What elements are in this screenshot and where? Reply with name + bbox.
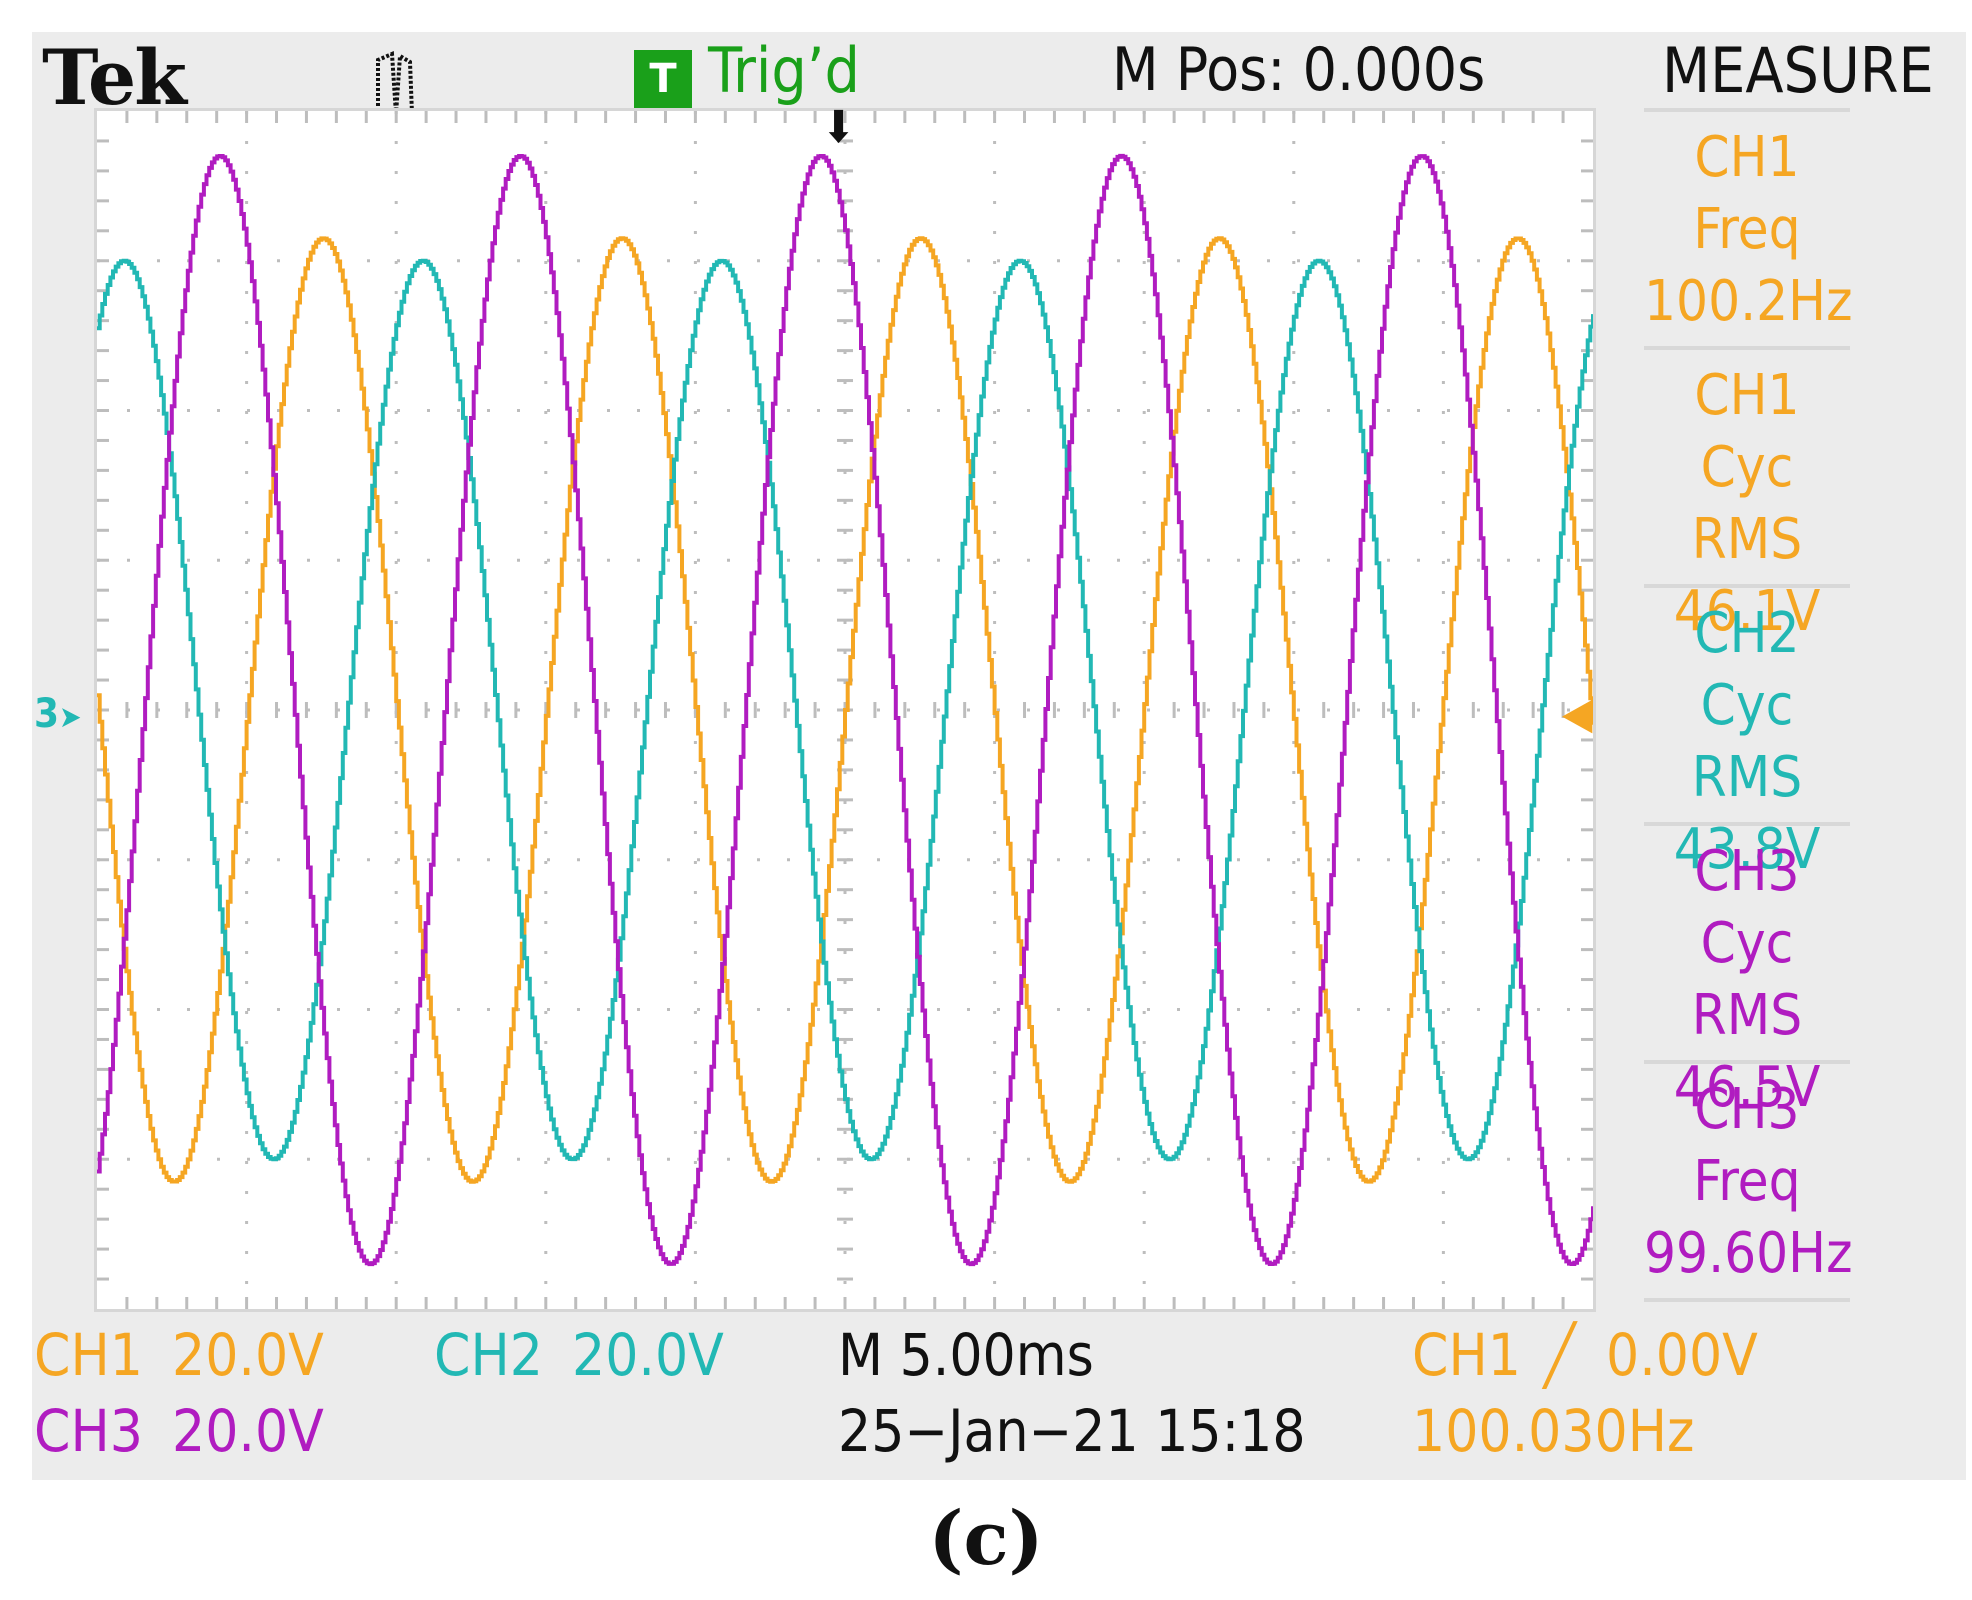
trigger-frequency: 100.030Hz (1412, 1397, 1695, 1465)
measure-box-ch2-rms[interactable]: CH2 Cyc RMS 43.8V (1644, 598, 1850, 886)
measure-source: CH3 (1694, 839, 1800, 904)
measure-value: 46.5V (1673, 1055, 1821, 1120)
measure-box-ch1-rms[interactable]: CH1 Cyc RMS 46.1V (1644, 360, 1850, 648)
figure-caption: (c) (0, 1496, 1972, 1582)
graticule (94, 108, 1596, 1312)
waveform-plot (97, 111, 1593, 1309)
ch1-label: CH1 (34, 1321, 143, 1389)
channel-ground-marker: 3➤ (34, 694, 82, 734)
measure-source: CH1 (1694, 363, 1800, 428)
trigger-badge: T (634, 50, 692, 108)
measure-source: CH1 (1694, 125, 1800, 190)
measure-divider (1644, 1298, 1850, 1302)
measure-divider (1644, 108, 1850, 112)
measure-value: 100.2Hz (1644, 269, 1853, 334)
measure-menu-title[interactable]: MEASURE (1662, 34, 1934, 107)
ch2-scale: 20.0V (572, 1321, 724, 1389)
ch3-scale: 20.0V (172, 1397, 324, 1465)
measure-divider (1644, 346, 1850, 350)
arrow-left-icon: ◀ (1562, 688, 1593, 739)
trigger-level: 0.00V (1606, 1321, 1758, 1389)
trigger-source: CH1 (1412, 1321, 1521, 1389)
trigger-status: Trig’d (708, 34, 860, 107)
oscilloscope-screen: Tek T Trig’d M Pos: 0.000s MEASURE CH1 F… (32, 32, 1966, 1480)
measure-type: Cyc RMS (1691, 435, 1803, 572)
trace-ch1 (97, 236, 1593, 1184)
measure-source: CH2 (1694, 601, 1800, 666)
caption-text: (c) (928, 1496, 1044, 1582)
ground-marker-label: 3 (34, 691, 60, 737)
measure-box-ch3-freq[interactable]: CH3 Freq 99.60Hz (1644, 1074, 1853, 1290)
arrow-right-icon: ➤ (59, 700, 82, 735)
ch3-label: CH3 (34, 1397, 143, 1465)
measure-divider (1644, 584, 1850, 588)
measure-divider (1644, 822, 1850, 826)
ch2-label: CH2 (434, 1321, 543, 1389)
trigger-slope-icon: ╱ (1544, 1321, 1576, 1389)
measure-value: 99.60Hz (1644, 1221, 1853, 1286)
trace-ch2 (97, 258, 1593, 1162)
timebase: M 5.00ms (838, 1321, 1094, 1389)
trigger-level-marker: ◀ (1562, 692, 1592, 736)
arrow-down-icon: ⬇ (822, 102, 856, 153)
measure-type: Cyc RMS (1691, 911, 1803, 1048)
measure-box-ch3-rms[interactable]: CH3 Cyc RMS 46.5V (1644, 836, 1850, 1124)
horizontal-position: M Pos: 0.000s (1112, 35, 1486, 105)
measure-value: 46.1V (1673, 579, 1821, 644)
measure-box-ch1-freq[interactable]: CH1 Freq 100.2Hz (1644, 122, 1853, 338)
measure-type: Freq (1693, 1149, 1801, 1214)
measure-type: Cyc RMS (1691, 673, 1803, 810)
trace-ch3 (97, 153, 1593, 1267)
measure-source: CH3 (1694, 1077, 1800, 1142)
brand-logo: Tek (42, 33, 187, 122)
measure-value: 43.8V (1673, 817, 1821, 882)
trigger-position-marker: ⬇ (822, 106, 855, 150)
ch1-scale: 20.0V (172, 1321, 324, 1389)
measure-divider (1644, 1060, 1850, 1064)
date-time: 25−Jan−21 15:18 (838, 1397, 1306, 1465)
measure-type: Freq (1693, 197, 1801, 262)
